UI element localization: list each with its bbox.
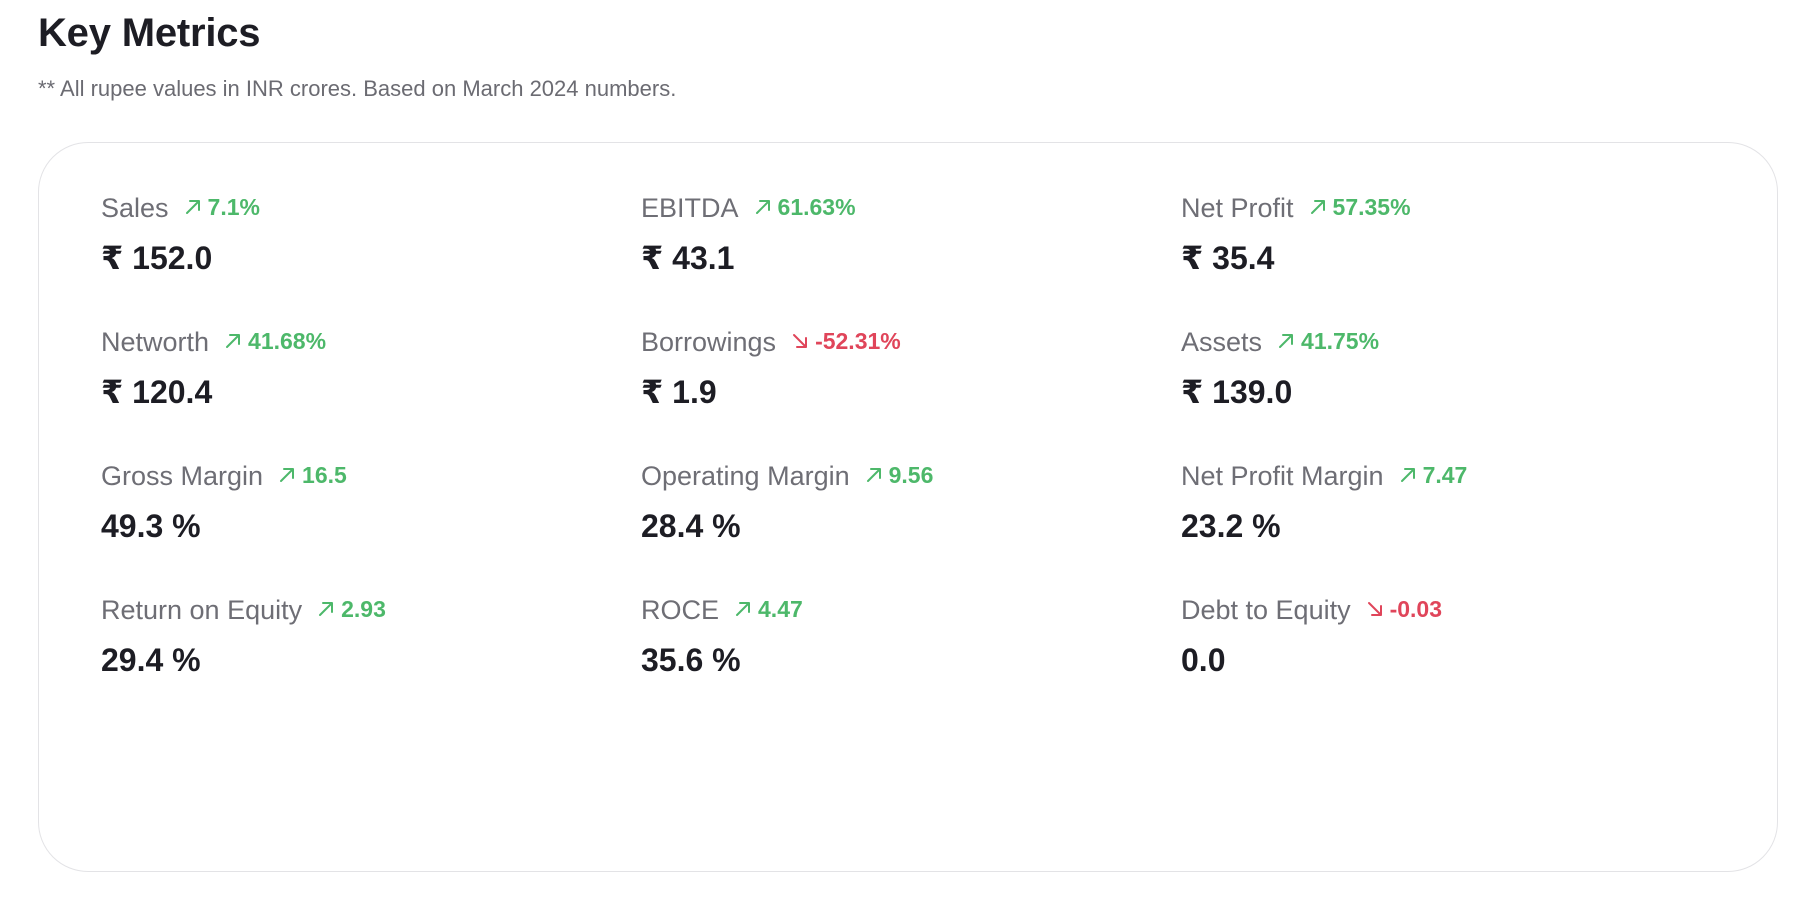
page-subtitle: ** All rupee values in INR crores. Based…	[38, 76, 677, 101]
metric-label: ROCE	[641, 595, 720, 625]
metric-return-on-equity: Return on Equity 2.93 29.4 %	[101, 589, 641, 723]
metric-value: 23.2 %	[1181, 508, 1281, 544]
arrow-up-right-icon	[185, 200, 200, 214]
metric-value: 49.3 %	[101, 508, 201, 544]
metric-label: Borrowings	[641, 327, 777, 357]
metric-value: ₹ 120.4	[101, 374, 213, 410]
metric-net-profit-margin: Net Profit Margin 7.47 23.2 %	[1181, 455, 1721, 589]
metric-change-badge: 41.68%	[223, 321, 326, 361]
metric-label: Debt to Equity	[1181, 595, 1351, 625]
metric-change-badge: -52.31%	[790, 321, 901, 361]
metric-value: ₹ 35.4	[1181, 240, 1275, 276]
metric-label: Sales	[101, 193, 169, 223]
metric-header: Debt to Equity -0.03	[1181, 589, 1721, 629]
arrow-up-right-icon	[280, 468, 295, 482]
metric-label: Net Profit Margin	[1181, 461, 1384, 491]
metric-value: 0.0	[1181, 642, 1226, 678]
metric-header: Return on Equity 2.93	[101, 589, 641, 629]
metric-change-value: 7.47	[1422, 462, 1468, 488]
metric-change-value: -0.03	[1389, 596, 1443, 622]
arrow-up-right-icon	[736, 602, 751, 616]
metric-change-badge: 41.75%	[1276, 321, 1379, 361]
metric-header: Borrowings -52.31%	[641, 321, 1181, 361]
metric-operating-margin: Operating Margin 9.56 28.4 %	[641, 455, 1181, 589]
metric-borrowings: Borrowings -52.31% ₹ 1.9	[641, 321, 1181, 455]
arrow-up-right-icon	[1400, 468, 1415, 482]
metric-label: Operating Margin	[641, 461, 850, 491]
arrow-up-right-icon	[1310, 200, 1325, 214]
metrics-grid: Sales 7.1% ₹ 152.0 EBITDA 61.63% ₹ 43.1 Net Pr…	[101, 187, 1721, 723]
metrics-card: Sales 7.1% ₹ 152.0 EBITDA 61.63% ₹ 43.1 Net Pr…	[38, 142, 1778, 872]
metric-label: Networth	[101, 327, 210, 357]
metric-change-value: 7.1%	[207, 194, 260, 220]
metric-label: EBITDA	[641, 193, 739, 223]
metric-change-badge: 61.63%	[753, 187, 856, 227]
metric-header: Sales 7.1%	[101, 187, 641, 227]
metric-label: Gross Margin	[101, 461, 264, 491]
metric-value: 28.4 %	[641, 508, 741, 544]
metric-ebitda: EBITDA 61.63% ₹ 43.1	[641, 187, 1181, 321]
metric-roce: ROCE 4.47 35.6 %	[641, 589, 1181, 723]
arrow-down-right-icon	[793, 334, 808, 348]
metric-header: ROCE 4.47	[641, 589, 1181, 629]
metric-net-profit: Net Profit 57.35% ₹ 35.4	[1181, 187, 1721, 321]
metric-value: 29.4 %	[101, 642, 201, 678]
metric-change-badge: 9.56	[864, 455, 934, 495]
metric-header: Networth 41.68%	[101, 321, 641, 361]
arrow-up-right-icon	[1279, 334, 1294, 348]
metric-debt-to-equity: Debt to Equity -0.03 0.0	[1181, 589, 1721, 723]
metric-change-badge: 57.35%	[1308, 187, 1411, 227]
metric-change-value: 4.47	[758, 596, 803, 622]
arrow-up-right-icon	[226, 334, 241, 348]
page-title: Key Metrics	[38, 11, 261, 55]
metric-change-badge: 7.1%	[183, 187, 260, 227]
metric-header: Net Profit Margin 7.47	[1181, 455, 1721, 495]
metric-change-badge: 4.47	[733, 589, 803, 629]
metric-change-value: 9.56	[888, 462, 934, 488]
metric-sales: Sales 7.1% ₹ 152.0	[101, 187, 641, 321]
metric-header: EBITDA 61.63%	[641, 187, 1181, 227]
metric-change-value: -52.31%	[815, 328, 901, 354]
metric-change-value: 2.93	[341, 596, 386, 622]
metric-change-value: 41.68%	[248, 328, 327, 354]
metric-value: 35.6 %	[641, 642, 741, 678]
metric-value: ₹ 43.1	[641, 240, 735, 276]
metric-assets: Assets 41.75% ₹ 139.0	[1181, 321, 1721, 455]
metric-value: ₹ 152.0	[101, 240, 213, 276]
metric-label: Return on Equity	[101, 595, 303, 625]
metric-value: ₹ 1.9	[641, 374, 717, 410]
metric-label: Net Profit	[1181, 193, 1294, 223]
arrow-up-right-icon	[319, 602, 334, 616]
metric-change-value: 16.5	[302, 462, 347, 488]
metric-change-badge: 2.93	[316, 589, 386, 629]
metric-label: Assets	[1181, 327, 1263, 357]
metric-networth: Networth 41.68% ₹ 120.4	[101, 321, 641, 455]
metric-value: ₹ 139.0	[1181, 374, 1293, 410]
metric-header: Net Profit 57.35%	[1181, 187, 1721, 227]
metric-change-value: 57.35%	[1332, 194, 1411, 220]
metric-change-value: 41.75%	[1301, 328, 1380, 354]
metric-header: Operating Margin 9.56	[641, 455, 1181, 495]
arrow-up-right-icon	[755, 200, 770, 214]
metric-header: Assets 41.75%	[1181, 321, 1721, 361]
metric-change-badge: 7.47	[1398, 455, 1468, 495]
metric-change-badge: 16.5	[277, 455, 347, 495]
metric-change-badge: -0.03	[1365, 589, 1442, 629]
metric-header: Gross Margin 16.5	[101, 455, 641, 495]
arrow-up-right-icon	[866, 468, 881, 482]
arrow-down-right-icon	[1367, 602, 1382, 616]
metric-gross-margin: Gross Margin 16.5 49.3 %	[101, 455, 641, 589]
metric-change-value: 61.63%	[777, 194, 856, 220]
